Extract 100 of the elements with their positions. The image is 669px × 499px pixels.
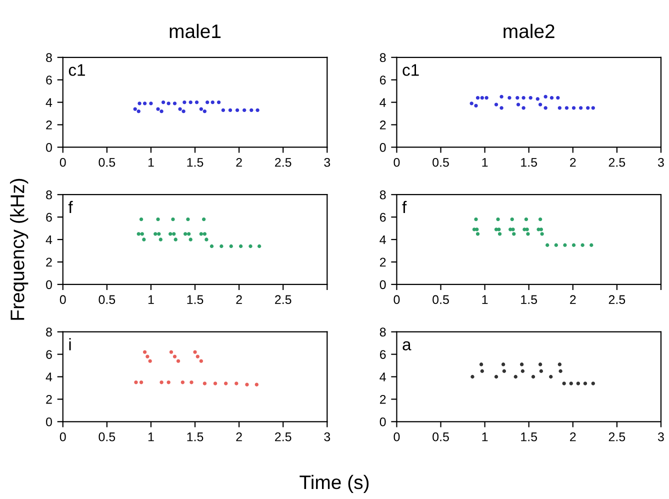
point bbox=[238, 244, 243, 248]
point bbox=[169, 350, 174, 354]
point bbox=[591, 382, 595, 386]
point bbox=[166, 380, 170, 384]
y-tick-label: 0 bbox=[46, 280, 52, 290]
point bbox=[564, 106, 569, 110]
point bbox=[176, 359, 180, 363]
point bbox=[498, 232, 502, 236]
y-tick-label: 2 bbox=[46, 120, 52, 130]
point bbox=[516, 102, 520, 106]
y-tick-label: 8 bbox=[380, 328, 386, 336]
point bbox=[508, 96, 512, 100]
point bbox=[154, 232, 158, 236]
point bbox=[148, 359, 152, 363]
x-tick-label: 1 bbox=[482, 158, 488, 167]
x-tick-label: 2 bbox=[236, 158, 242, 167]
point bbox=[142, 102, 147, 106]
x-tick-label: 2.5 bbox=[275, 295, 292, 304]
point bbox=[248, 244, 252, 248]
point bbox=[186, 217, 190, 222]
point bbox=[578, 106, 583, 110]
point bbox=[142, 238, 146, 242]
point bbox=[168, 232, 172, 236]
x-tick-label: 2.5 bbox=[608, 158, 626, 167]
point bbox=[210, 100, 214, 104]
point bbox=[139, 380, 144, 384]
point bbox=[235, 108, 240, 112]
x-tick-label: 1 bbox=[482, 295, 488, 304]
point bbox=[194, 100, 199, 104]
point bbox=[470, 374, 474, 379]
point bbox=[511, 228, 515, 232]
y-tick-label: 6 bbox=[46, 350, 52, 359]
x-tick-label: 1.5 bbox=[521, 158, 538, 167]
point bbox=[136, 232, 140, 236]
point bbox=[520, 369, 525, 373]
point bbox=[512, 232, 516, 236]
point bbox=[199, 232, 204, 236]
x-tick-label: 2.5 bbox=[275, 432, 292, 442]
point bbox=[160, 380, 164, 384]
x-tick-label: 3 bbox=[658, 432, 664, 442]
point bbox=[199, 107, 204, 111]
point bbox=[229, 244, 233, 248]
point bbox=[166, 102, 170, 106]
point bbox=[193, 350, 197, 354]
point bbox=[538, 362, 542, 366]
x-tick-label: 3 bbox=[324, 158, 330, 167]
point bbox=[221, 108, 226, 112]
point bbox=[546, 243, 550, 247]
point bbox=[134, 380, 138, 384]
point bbox=[501, 362, 506, 366]
point bbox=[516, 96, 520, 100]
x-axis-title: Time (s) bbox=[300, 474, 369, 494]
point bbox=[549, 374, 553, 379]
x-tick-label: 0.5 bbox=[98, 295, 116, 304]
point bbox=[149, 102, 153, 106]
point bbox=[494, 374, 498, 379]
x-tick-label: 1.5 bbox=[187, 295, 204, 304]
point bbox=[199, 359, 204, 363]
annotation: c1 bbox=[402, 64, 419, 76]
point bbox=[500, 94, 504, 99]
x-tick-label: 1.5 bbox=[521, 432, 538, 442]
x-tick-label: 2 bbox=[570, 295, 576, 304]
point bbox=[550, 96, 554, 100]
y-tick-label: 0 bbox=[380, 417, 386, 426]
point bbox=[210, 244, 214, 248]
point bbox=[494, 102, 498, 106]
point bbox=[484, 96, 488, 100]
point bbox=[257, 244, 262, 248]
y-tick-label: 0 bbox=[46, 143, 52, 152]
point bbox=[510, 217, 514, 222]
point bbox=[572, 243, 576, 247]
point bbox=[158, 238, 162, 242]
point bbox=[591, 106, 595, 110]
point bbox=[202, 232, 207, 236]
point bbox=[580, 243, 584, 247]
point bbox=[539, 369, 544, 373]
y-tick-label: 8 bbox=[46, 328, 52, 336]
point bbox=[142, 350, 147, 354]
point bbox=[220, 244, 224, 248]
point bbox=[525, 228, 529, 232]
y-tick-label: 6 bbox=[46, 76, 52, 84]
point bbox=[522, 96, 526, 100]
x-tick-label: 0.5 bbox=[432, 295, 449, 304]
x-tick-label: 1 bbox=[148, 432, 154, 442]
x-tick-label: 0 bbox=[394, 295, 400, 304]
y-tick-label: 4 bbox=[380, 235, 386, 244]
x-tick-label: 1.5 bbox=[521, 295, 538, 304]
y-tick-label: 8 bbox=[46, 190, 52, 200]
point bbox=[172, 354, 177, 358]
x-tick-label: 0 bbox=[394, 432, 400, 442]
point bbox=[138, 102, 142, 106]
x-tick-label: 0 bbox=[394, 158, 400, 167]
point bbox=[563, 243, 567, 247]
point bbox=[522, 106, 526, 110]
y-tick-label: 2 bbox=[380, 258, 386, 267]
point bbox=[502, 369, 506, 373]
point bbox=[514, 374, 518, 379]
point bbox=[183, 232, 188, 236]
y-axis-title: Frequency (kHz) bbox=[10, 178, 28, 320]
point bbox=[202, 109, 207, 114]
